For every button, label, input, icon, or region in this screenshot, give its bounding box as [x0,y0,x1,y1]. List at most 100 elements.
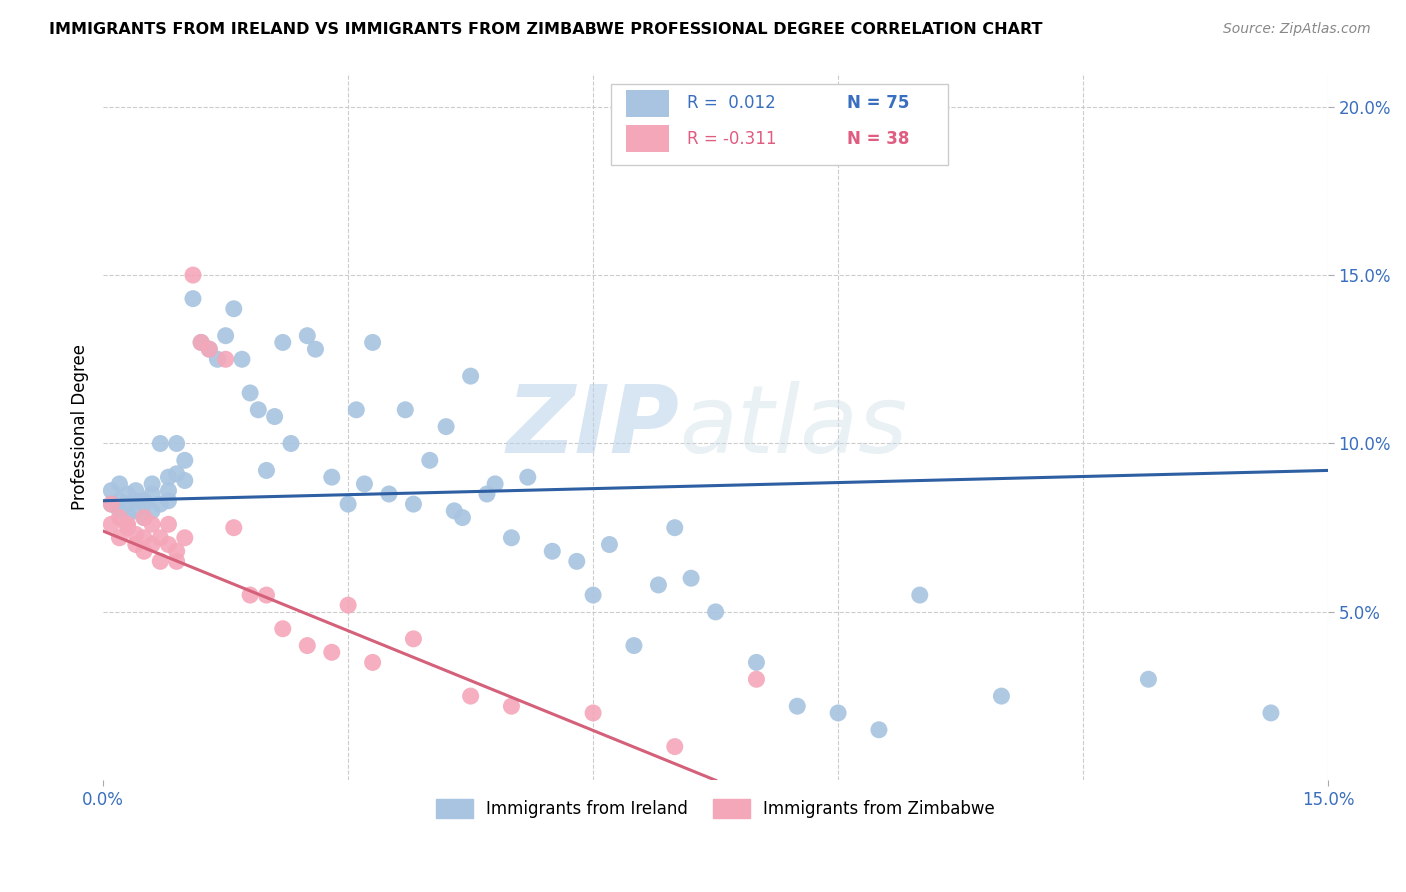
Point [297,639,319,653]
Point [181,292,204,306]
Point [321,645,343,659]
Point [117,517,139,532]
Point [378,487,401,501]
Point [344,402,367,417]
Point [141,476,163,491]
Point [108,493,131,508]
Point [280,436,302,450]
Point [239,386,262,401]
Point [337,497,360,511]
Point [117,487,139,501]
Point [990,689,1012,703]
Y-axis label: Professional Degree: Professional Degree [72,343,89,509]
Point [166,467,188,481]
Point [125,504,148,518]
Point [501,699,523,714]
Point [108,531,131,545]
Point [565,554,588,568]
Point [157,493,180,508]
Point [100,517,122,532]
Point [132,510,155,524]
Point [100,497,122,511]
Point [181,268,204,282]
Text: N = 38: N = 38 [846,129,910,148]
Text: N = 75: N = 75 [846,95,910,112]
Point [501,531,523,545]
Point [704,605,727,619]
Point [827,706,849,720]
FancyBboxPatch shape [612,84,949,165]
Point [271,335,294,350]
Point [149,554,172,568]
Point [304,342,326,356]
Point [141,517,163,532]
Point [460,369,482,384]
Point [443,504,465,518]
Point [117,521,139,535]
Point [198,342,221,356]
Point [402,632,425,646]
Text: ZIP: ZIP [506,381,679,473]
Point [231,352,253,367]
Legend: Immigrants from Ireland, Immigrants from Zimbabwe: Immigrants from Ireland, Immigrants from… [430,792,1001,825]
Point [166,554,188,568]
Point [745,656,768,670]
Point [125,537,148,551]
Point [239,588,262,602]
Point [117,507,139,521]
Point [419,453,441,467]
Point [681,571,703,585]
Point [484,476,506,491]
Point [157,517,180,532]
Point [745,672,768,686]
Point [664,739,686,754]
Point [214,328,236,343]
Point [647,578,669,592]
Point [582,706,605,720]
Point [623,639,645,653]
Point [141,487,163,501]
FancyBboxPatch shape [626,90,669,117]
Point [361,335,384,350]
Point [868,723,890,737]
Point [190,335,212,350]
Point [108,476,131,491]
Text: IMMIGRANTS FROM IRELAND VS IMMIGRANTS FROM ZIMBABWE PROFESSIONAL DEGREE CORRELAT: IMMIGRANTS FROM IRELAND VS IMMIGRANTS FR… [49,22,1043,37]
Point [321,470,343,484]
Point [173,453,195,467]
Point [460,689,482,703]
Text: R =  0.012: R = 0.012 [688,95,776,112]
Point [166,544,188,558]
Point [173,531,195,545]
Point [222,521,245,535]
Point [516,470,538,484]
Point [132,531,155,545]
Point [598,537,620,551]
Point [271,622,294,636]
Point [141,504,163,518]
FancyBboxPatch shape [626,125,669,153]
Point [149,497,172,511]
Point [132,493,155,508]
Point [132,497,155,511]
Point [198,342,221,356]
Point [434,419,457,434]
Point [173,474,195,488]
Point [402,497,425,511]
Point [190,335,212,350]
Point [582,588,605,602]
Point [256,463,278,477]
Point [149,436,172,450]
Text: R = -0.311: R = -0.311 [688,129,778,148]
Point [166,436,188,450]
Point [125,483,148,498]
Point [263,409,285,424]
Point [157,470,180,484]
Point [256,588,278,602]
Point [108,510,131,524]
Point [247,402,270,417]
Point [100,497,122,511]
Point [132,510,155,524]
Point [108,504,131,518]
Point [361,656,384,670]
